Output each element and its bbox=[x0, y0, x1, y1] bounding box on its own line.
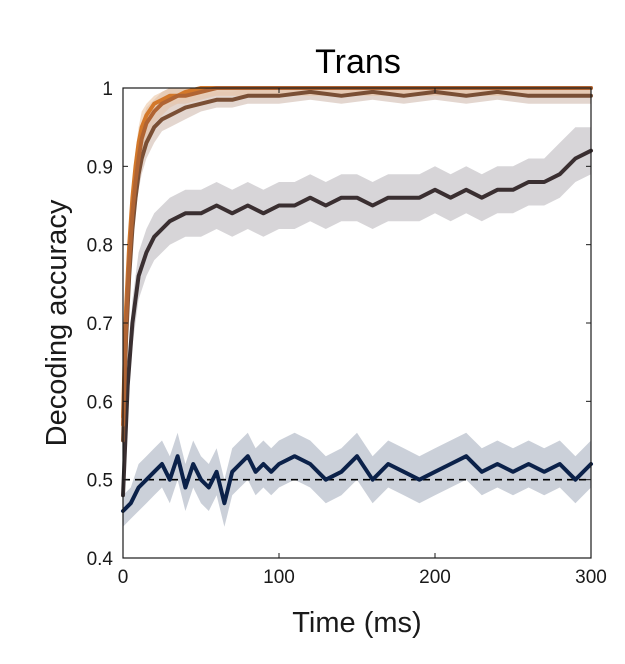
series-2-band bbox=[123, 127, 591, 511]
y-tick-label: 0.9 bbox=[87, 157, 113, 178]
series-1-line bbox=[121, 454, 593, 513]
y-tick-label: 0.7 bbox=[87, 314, 113, 335]
y-tick-label: 1 bbox=[102, 79, 113, 100]
chart-title: Trans bbox=[315, 43, 401, 81]
series-3-band bbox=[123, 88, 591, 457]
y-tick-label: 0.6 bbox=[87, 392, 113, 413]
x-tick-label: 300 bbox=[575, 567, 607, 588]
series-2-line bbox=[121, 148, 593, 498]
x-tick-label: 0 bbox=[118, 567, 129, 588]
x-axis-label: Time (ms) bbox=[292, 607, 421, 639]
x-axis-ticks: 0 100 200 300 bbox=[118, 88, 607, 588]
y-tick-label: 0.8 bbox=[87, 236, 113, 257]
y-axis-ticks: 0.4 0.5 0.6 0.7 0.8 0.9 1 bbox=[87, 79, 591, 570]
x-tick-label: 200 bbox=[419, 567, 451, 588]
series-3-line bbox=[121, 89, 593, 443]
x-tick-label: 100 bbox=[263, 567, 295, 588]
y-tick-label: 0.4 bbox=[87, 549, 114, 570]
y-axis-label: Decoding accuracy bbox=[41, 199, 73, 446]
y-tick-label: 0.5 bbox=[87, 471, 113, 492]
